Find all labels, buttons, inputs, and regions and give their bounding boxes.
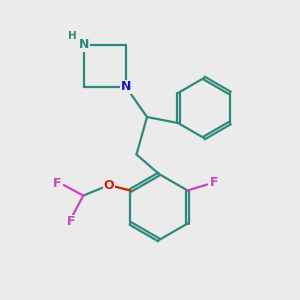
Text: F: F: [53, 177, 61, 190]
Text: F: F: [209, 176, 218, 190]
Text: F: F: [67, 215, 76, 228]
Text: N: N: [121, 80, 131, 94]
Text: H: H: [68, 31, 77, 41]
Text: N: N: [79, 38, 89, 52]
Text: O: O: [103, 178, 114, 192]
